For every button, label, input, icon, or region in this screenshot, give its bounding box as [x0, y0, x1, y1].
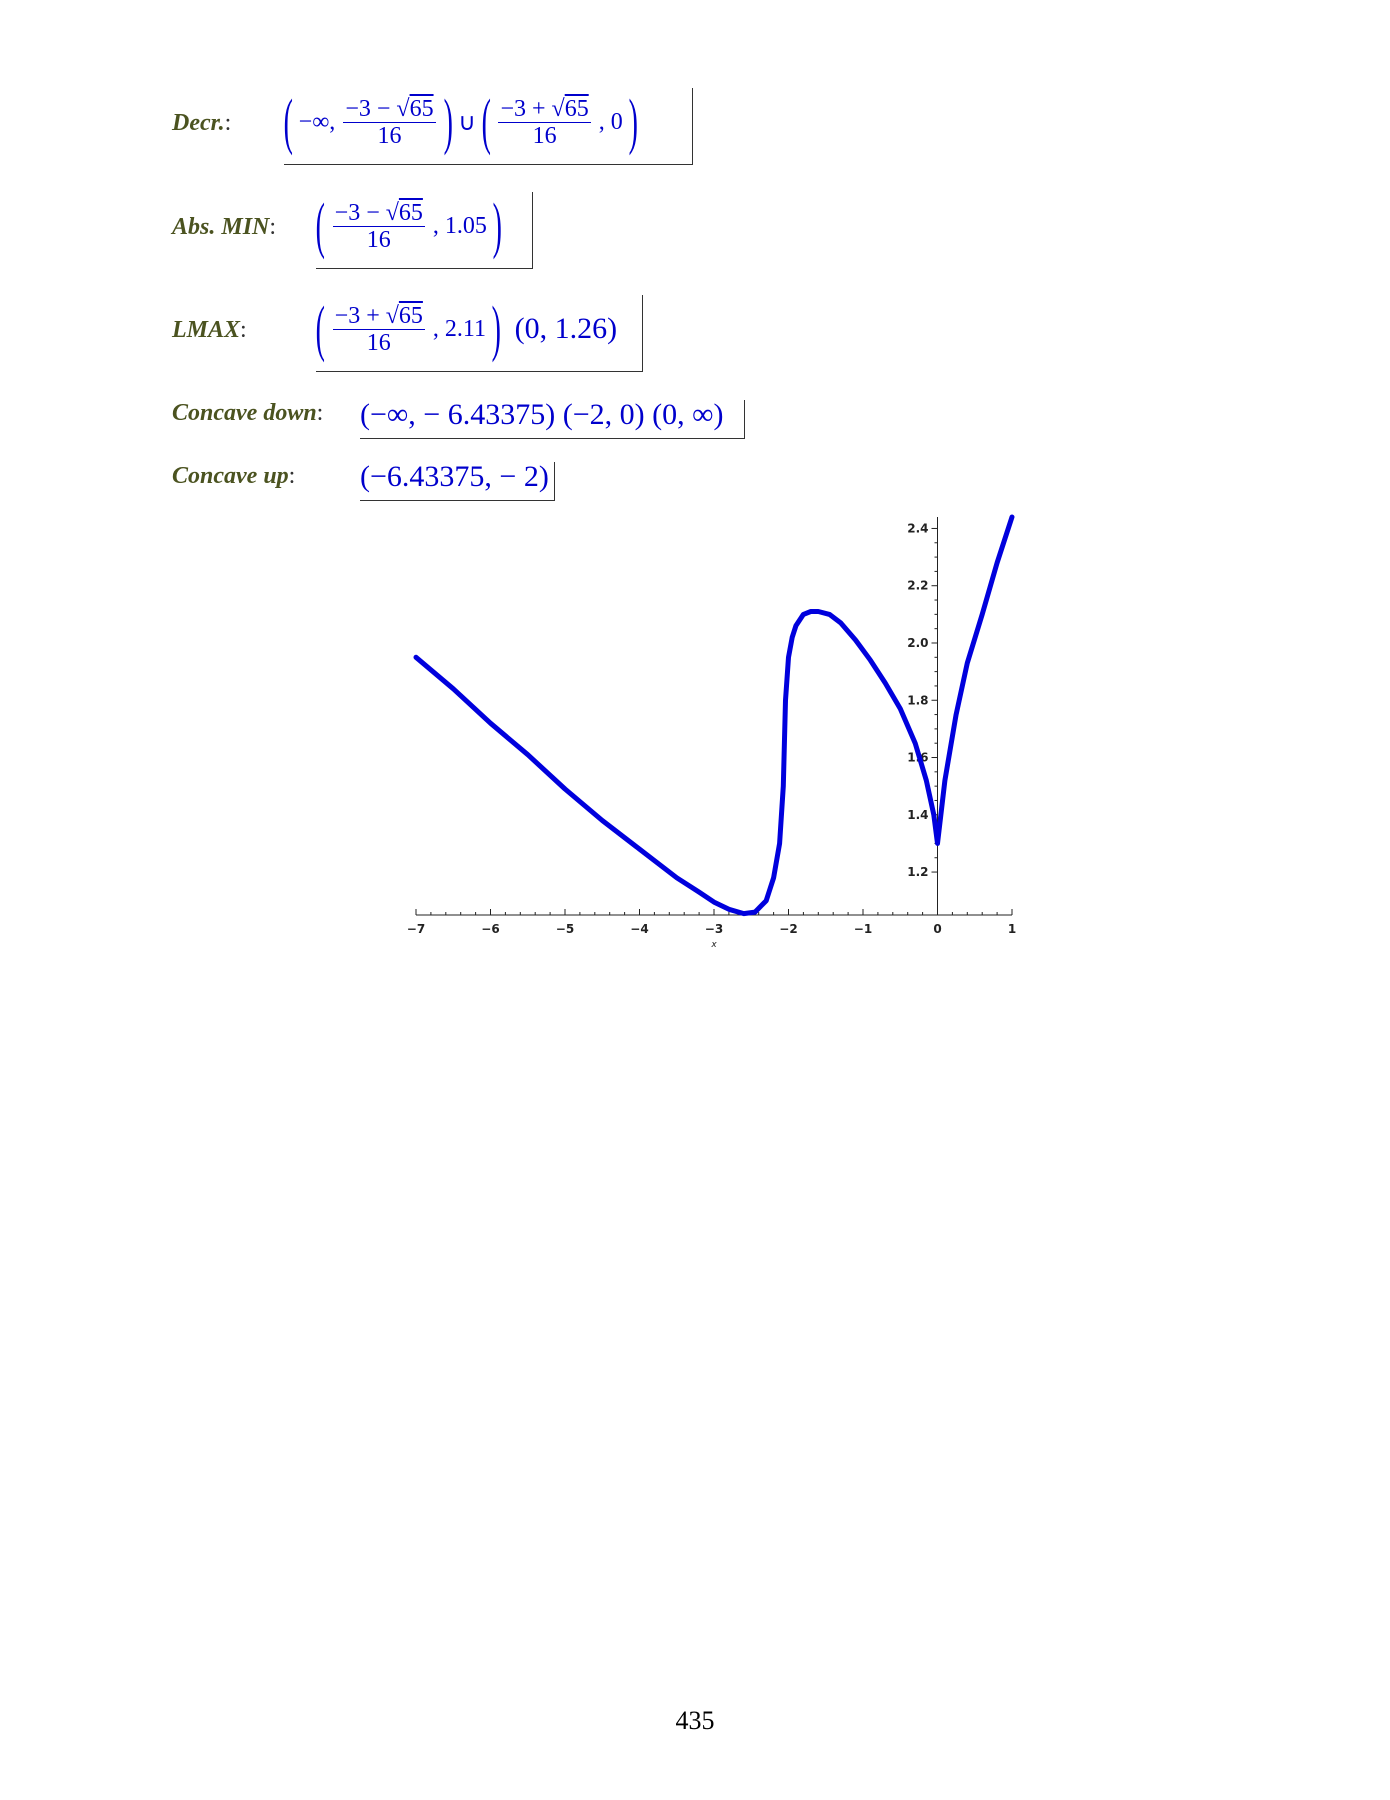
lmax-result-box: [316, 295, 643, 372]
decr-fraction-2: −3 + √65 16: [498, 95, 591, 149]
y-tick-label: 1.8: [907, 693, 928, 707]
y-tick-label: 1.2: [907, 865, 928, 879]
lmax-value: ( −3 + √65 16 , 2.11 ) (0, 1.26): [315, 295, 618, 363]
decr-label: Decr.:: [172, 110, 232, 136]
concave-up-result-box: [360, 462, 555, 501]
close-paren: ): [443, 88, 453, 156]
close-paren: ): [491, 295, 501, 363]
function-curve: [413, 514, 1015, 917]
x-tick-label: −3: [705, 922, 723, 936]
concave-down-label: Concave down:: [172, 400, 324, 426]
concave-down-intervals: (−∞, − 6.43375) (−2, 0) (0, ∞): [360, 398, 724, 431]
function-plot: −7 −6 −5 −4 −3 −2 −1 0 11.21.41.61.82.02.22.4x: [407, 514, 1016, 950]
y-tick-label: 2.2: [907, 579, 928, 593]
x-tick-label: −6: [481, 922, 499, 936]
y-tick-label: 2.4: [907, 521, 928, 535]
open-paren: (: [283, 88, 293, 156]
x-tick-label: −7: [407, 922, 425, 936]
absmin-fraction: −3 − √65 16: [332, 199, 425, 253]
x-tick-label: −5: [556, 922, 574, 936]
y-tick-label: 1.4: [907, 808, 928, 822]
x-axis-label: x: [710, 940, 717, 950]
concave-down-result-box: [360, 400, 745, 439]
open-paren: (: [481, 88, 491, 156]
lmax-fraction: −3 + √65 16: [332, 302, 425, 356]
page-number: 435: [675, 1706, 715, 1735]
x-tick-label: −4: [630, 922, 648, 936]
open-paren: (: [315, 295, 325, 363]
absmin-value: ( −3 − √65 16 , 1.05 ): [315, 192, 502, 260]
absmin-label: Abs. MIN:: [172, 214, 277, 240]
decr-result-box: [284, 88, 693, 165]
x-tick-label: −2: [779, 922, 797, 936]
lmax-second-point: (0, 1.26): [514, 312, 618, 345]
decr-fraction-1: −3 − √65 16: [343, 95, 436, 149]
absmin-result-box: [316, 192, 533, 269]
union-symbol: ∪: [458, 109, 476, 136]
concave-up-intervals: (−6.43375, − 2): [360, 460, 549, 493]
x-tick-label: −1: [854, 922, 872, 936]
lmax-label: LMAX:: [172, 317, 247, 343]
close-paren: ): [628, 88, 638, 156]
x-tick-label: 0: [933, 922, 941, 936]
concave-up-label: Concave up:: [172, 463, 296, 489]
close-paren: ): [492, 192, 502, 260]
y-tick-label: 2.0: [907, 636, 928, 650]
x-tick-label: 1: [1008, 922, 1016, 936]
open-paren: (: [315, 192, 325, 260]
decr-intervals: ( −∞, −3 − √65 16 ) ∪ ( −3 + √65 16 , 0 …: [283, 88, 638, 156]
